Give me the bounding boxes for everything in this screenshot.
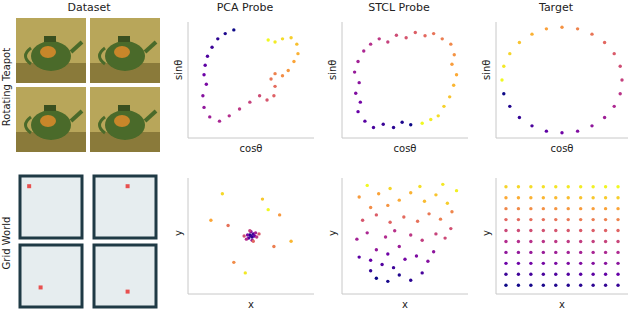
svg-text:Rotating Teapot: Rotating Teapot — [8, 48, 12, 126]
html-text:STCL Probe: STCL Probe — [368, 1, 430, 14]
svg-text:cosθ: cosθ — [394, 143, 417, 154]
svg-text:cosθ: cosθ — [551, 143, 574, 154]
svg-text:x: x — [559, 299, 565, 310]
html-text:PCA Probe: PCA Probe — [216, 1, 274, 14]
svg-text:x: x — [402, 299, 408, 310]
svg-text:y: y — [327, 230, 338, 236]
svg-text:cosθ: cosθ — [240, 143, 263, 154]
svg-text:sinθ: sinθ — [481, 60, 492, 80]
svg-text:x: x — [248, 299, 254, 310]
svg-text:y: y — [481, 230, 492, 236]
svg-text:Grid World: Grid World — [8, 217, 12, 270]
svg-text:sinθ: sinθ — [327, 60, 338, 80]
html-text:Target: Target — [539, 1, 573, 14]
svg-text:y: y — [173, 230, 184, 236]
svg-text:sinθ: sinθ — [173, 60, 184, 80]
html-text:Dataset: Dataset — [67, 1, 111, 14]
